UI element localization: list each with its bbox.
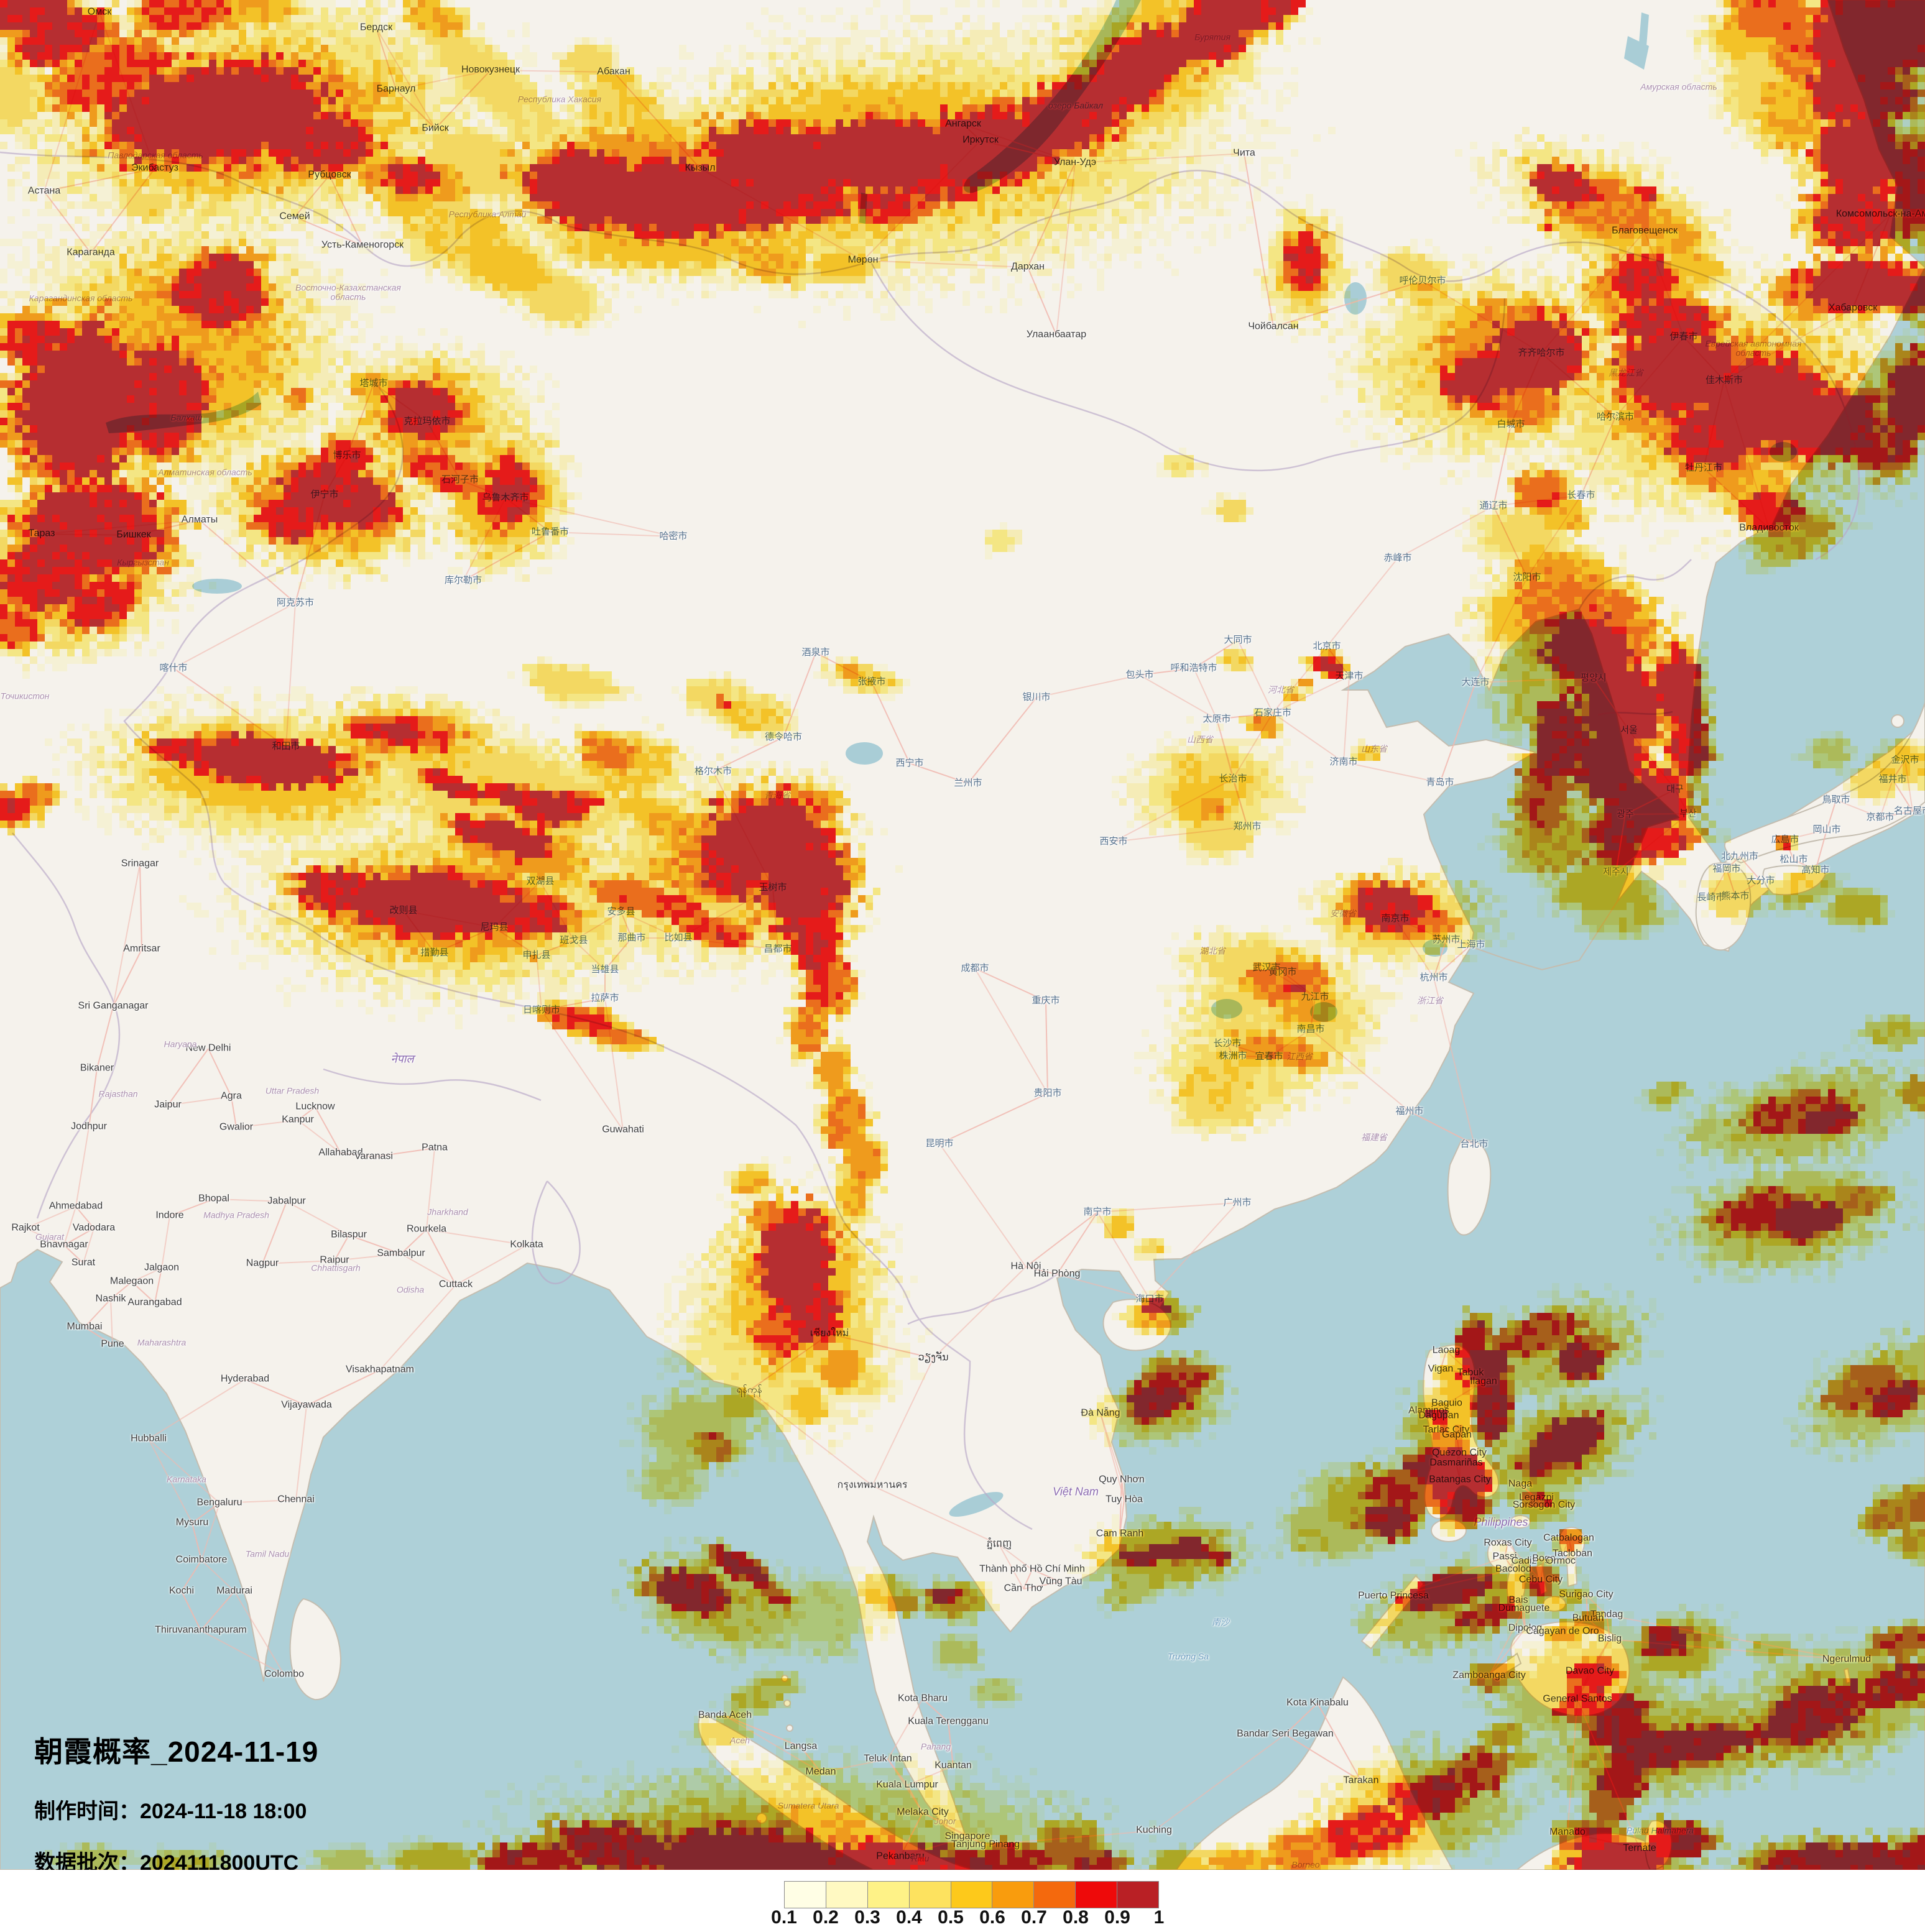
legend-tick-labels: 0.1 0.2 0.3 0.4 0.5 0.6 0.7 0.8 0.9 1 [0,1907,1925,1932]
legend-tick: 0.5 [938,1907,964,1928]
map-title: 朝霞概率_2024-11-19 [34,1736,319,1768]
legend-strip: 0.1 0.2 0.3 0.4 0.5 0.6 0.7 0.8 0.9 1 [0,1870,1925,1932]
legend-color-cell [785,1882,826,1908]
legend-color-cell [992,1882,1035,1908]
legend-tick: 0.6 [979,1907,1005,1928]
legend-color-cell [826,1882,868,1908]
issue-time-line: 制作时间：2024-11-18 18:00 [34,1794,318,1824]
data-batch-value: 2024111800UTC [140,1851,299,1870]
legend-color-cell [909,1882,951,1908]
data-batch-line: 数据批次：2024111800UTC [34,1846,318,1870]
issue-time-label: 制作时间： [34,1800,140,1823]
legend-color-cell [951,1882,993,1908]
legend-tick: 1 [1153,1907,1165,1928]
legend-tick: 0.4 [896,1907,922,1928]
data-batch-label: 数据批次： [34,1851,140,1870]
legend-color-cell [1117,1882,1159,1908]
map-canvas: ОмскБердскНовокузнецкБарнаулБийскРубцовс… [0,0,1925,1870]
legend-tick: 0.1 [771,1907,797,1928]
legend-color-cell [1034,1882,1076,1908]
legend-color-cell [867,1882,910,1908]
probability-heat-overlay [0,0,1925,1870]
legend-tick: 0.3 [854,1907,880,1928]
legend-tick: 0.2 [813,1907,839,1928]
issue-time-value: 2024-11-18 18:00 [140,1800,307,1823]
legend-color-cell [1076,1882,1118,1908]
legend-color-bar [784,1881,1159,1908]
map-title-block: 朝霞概率_2024-11-19 制作时间：2024-11-18 18:00 数据… [34,1729,318,1870]
legend-tick: 0.9 [1104,1907,1130,1928]
legend-tick: 0.7 [1021,1907,1047,1928]
legend-tick: 0.8 [1063,1907,1089,1928]
